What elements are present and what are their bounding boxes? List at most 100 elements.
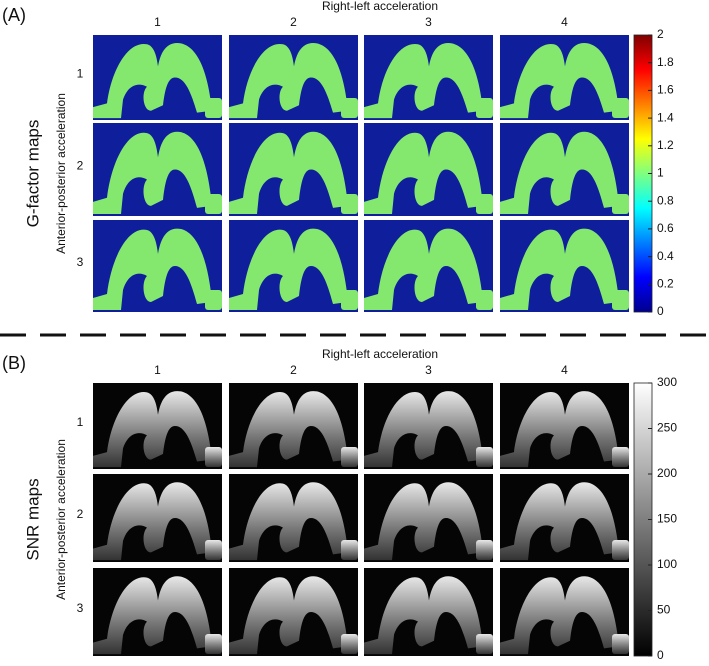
- map-image: [229, 474, 358, 562]
- colorbar-tick-label: 1.8: [657, 55, 674, 69]
- side-tissue: [476, 447, 493, 467]
- anatomy: [93, 228, 212, 310]
- colorbar-tick-label: 0.8: [657, 193, 674, 207]
- colorbar-tick-label: 0.4: [657, 249, 674, 263]
- side-tissue: [476, 98, 493, 118]
- colorbar-tick-label: 150: [657, 512, 677, 526]
- column-label: 2: [290, 363, 297, 377]
- anatomy: [93, 391, 212, 468]
- map-image: [500, 220, 629, 312]
- map-image: [93, 35, 222, 120]
- column-label: 4: [561, 363, 568, 377]
- row-label: 2: [77, 159, 84, 173]
- colorbar-tick-label: 2: [657, 27, 664, 41]
- anatomy: [93, 576, 212, 655]
- side-tissue: [476, 290, 493, 310]
- side-tissue: [205, 540, 222, 560]
- row-label: 1: [77, 67, 84, 81]
- colorbar-tick-label: 250: [657, 421, 677, 435]
- side-tissue: [341, 290, 358, 310]
- anatomy: [93, 131, 212, 214]
- anatomy: [364, 576, 483, 655]
- side-tissue: [612, 634, 629, 654]
- column-label: 3: [425, 363, 432, 377]
- column-label: 4: [561, 15, 568, 29]
- map-image: [500, 35, 629, 120]
- map-image: [500, 568, 629, 656]
- colorbar-tick-label: 200: [657, 466, 677, 480]
- panel-label: (B): [2, 353, 26, 373]
- side-tissue: [205, 194, 222, 214]
- colorbar-tick-label: 1.6: [657, 83, 674, 97]
- column-label: 2: [290, 15, 297, 29]
- anatomy: [500, 42, 619, 119]
- side-tissue: [205, 98, 222, 118]
- side-tissue: [341, 634, 358, 654]
- colorbar-tick-label: 300: [657, 375, 677, 389]
- map-image: [500, 123, 629, 216]
- map-image: [364, 383, 493, 469]
- anatomy: [229, 131, 348, 214]
- map-image: [364, 220, 493, 312]
- map-image: [229, 568, 358, 656]
- map-image: [364, 123, 493, 216]
- side-tissue: [205, 447, 222, 467]
- map-image: [93, 568, 222, 656]
- anatomy: [500, 576, 619, 655]
- map-title: G-factor maps: [23, 120, 42, 228]
- column-label: 1: [154, 15, 161, 29]
- colorbar-tick-label: 1: [657, 166, 664, 180]
- side-tissue: [341, 98, 358, 118]
- column-title: Right-left acceleration: [322, 347, 438, 361]
- map-image: [500, 383, 629, 469]
- map-image: [364, 474, 493, 562]
- colorbar-tick-label: 0.6: [657, 221, 674, 235]
- anatomy: [364, 131, 483, 214]
- map-image: [229, 220, 358, 312]
- map-image: [93, 383, 222, 469]
- colorbar-tick-label: 1.2: [657, 138, 674, 152]
- anatomy: [500, 228, 619, 310]
- side-tissue: [341, 447, 358, 467]
- colorbar-tick-label: 0: [657, 648, 664, 662]
- side-tissue: [341, 540, 358, 560]
- colorbar-tick-label: 0.2: [657, 276, 674, 290]
- anatomy: [364, 42, 483, 119]
- side-tissue: [612, 98, 629, 118]
- side-tissue: [476, 540, 493, 560]
- map-image: [229, 123, 358, 216]
- row-title: Anterior-posterior acceleration: [54, 93, 68, 254]
- colorbar-tick-label: 50: [657, 603, 671, 617]
- anatomy: [500, 131, 619, 214]
- side-tissue: [612, 290, 629, 310]
- row-label: 3: [77, 255, 84, 269]
- colorbar-tick-label: 0: [657, 304, 664, 318]
- anatomy: [229, 576, 348, 655]
- anatomy: [229, 228, 348, 310]
- column-title: Right-left acceleration: [322, 0, 438, 13]
- anatomy: [364, 482, 483, 561]
- map-title: SNR maps: [23, 478, 42, 560]
- map-image: [229, 35, 358, 120]
- side-tissue: [476, 634, 493, 654]
- side-tissue: [612, 540, 629, 560]
- column-label: 1: [154, 363, 161, 377]
- anatomy: [500, 391, 619, 468]
- side-tissue: [476, 194, 493, 214]
- side-tissue: [205, 634, 222, 654]
- map-image: [93, 123, 222, 216]
- colorbar-tick-label: 100: [657, 557, 677, 571]
- colorbar-tick-label: 1.4: [657, 110, 674, 124]
- anatomy: [229, 482, 348, 561]
- side-tissue: [612, 194, 629, 214]
- map-image: [364, 568, 493, 656]
- row-label: 2: [77, 507, 84, 521]
- anatomy: [229, 391, 348, 468]
- anatomy: [364, 228, 483, 310]
- map-image: [500, 474, 629, 562]
- anatomy: [500, 482, 619, 561]
- side-tissue: [612, 447, 629, 467]
- anatomy: [229, 42, 348, 119]
- panel-label: (A): [2, 5, 26, 25]
